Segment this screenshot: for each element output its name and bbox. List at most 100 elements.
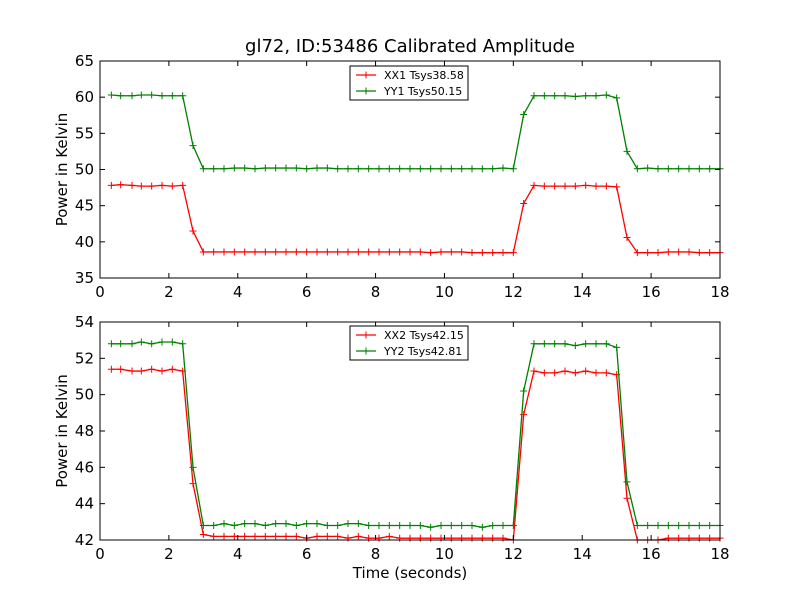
data-point-marker	[685, 165, 693, 173]
data-point-marker	[230, 248, 238, 256]
data-point-marker	[148, 365, 156, 373]
x-tick-label: 6	[302, 545, 312, 563]
data-point-marker	[148, 340, 156, 348]
data-point-marker	[210, 521, 218, 529]
data-point-marker	[633, 249, 641, 257]
y-tick-label: 52	[75, 349, 94, 367]
data-point-marker	[695, 534, 703, 542]
data-point-marker	[654, 521, 662, 529]
data-point-marker	[406, 521, 414, 529]
legend-item: XX2 Tsys42.15	[356, 329, 464, 342]
data-point-marker	[313, 532, 321, 540]
data-point-marker	[261, 164, 269, 172]
data-point-marker	[128, 340, 136, 348]
data-point-marker	[551, 369, 559, 377]
data-point-marker	[520, 199, 528, 207]
data-point-marker	[685, 248, 693, 256]
data-point-marker	[189, 227, 197, 235]
x-tick-label: 2	[164, 283, 174, 301]
data-point-marker	[210, 248, 218, 256]
data-point-marker	[582, 367, 590, 375]
data-point-marker	[499, 249, 507, 257]
data-point-marker	[478, 165, 486, 173]
data-point-marker	[117, 340, 125, 348]
data-point-marker	[323, 521, 331, 529]
data-point-marker	[664, 534, 672, 542]
data-point-marker	[158, 181, 166, 189]
data-point-marker	[189, 463, 197, 471]
data-point-marker	[354, 165, 362, 173]
data-point-marker	[582, 340, 590, 348]
data-point-marker	[323, 532, 331, 540]
data-point-marker	[375, 521, 383, 529]
data-point-marker	[437, 248, 445, 256]
data-point-marker	[365, 521, 373, 529]
legend-box	[349, 325, 469, 361]
legend-label: XX2 Tsys42.15	[384, 329, 464, 342]
data-point-marker	[437, 165, 445, 173]
legend-marker	[362, 347, 370, 355]
data-point-marker	[427, 523, 435, 531]
y-tick-label: 45	[75, 197, 94, 215]
data-point-marker	[592, 340, 600, 348]
data-point-marker	[458, 248, 466, 256]
data-point-marker	[334, 165, 342, 173]
data-point-marker	[199, 531, 207, 539]
data-point-marker	[220, 165, 228, 173]
data-point-marker	[107, 340, 115, 348]
y-tick-label: 35	[75, 269, 94, 287]
x-tick-label: 10	[435, 545, 454, 563]
series-1	[107, 338, 724, 531]
legend-item: YY1 Tsys50.15	[356, 85, 462, 98]
data-point-marker	[706, 165, 714, 173]
legend: XX2 Tsys42.15 YY2 Tsys42.81	[349, 325, 469, 361]
data-point-marker	[168, 338, 176, 346]
data-point-marker	[675, 521, 683, 529]
data-point-marker	[292, 164, 300, 172]
data-point-marker	[344, 534, 352, 542]
x-axis-label: Time (seconds)	[352, 564, 468, 582]
y-tick-label: 65	[75, 52, 94, 70]
x-tick-label: 4	[233, 283, 243, 301]
data-point-marker	[675, 248, 683, 256]
y-tick-label: 40	[75, 233, 94, 251]
data-point-marker	[272, 248, 280, 256]
data-point-marker	[168, 365, 176, 373]
data-point-marker	[592, 182, 600, 190]
data-point-marker	[323, 164, 331, 172]
data-point-marker	[571, 92, 579, 100]
data-point-marker	[561, 340, 569, 348]
legend-label: XX1 Tsys38.58	[384, 69, 464, 82]
data-point-marker	[613, 94, 621, 102]
data-point-marker	[148, 182, 156, 190]
y-tick-label: 50	[75, 386, 94, 404]
x-tick-label: 18	[710, 545, 729, 563]
data-point-marker	[592, 369, 600, 377]
data-point-marker	[272, 532, 280, 540]
data-point-marker	[437, 521, 445, 529]
data-point-marker	[602, 91, 610, 99]
data-point-marker	[468, 165, 476, 173]
data-point-marker	[489, 521, 497, 529]
data-point-marker	[199, 165, 207, 173]
data-point-marker	[220, 248, 228, 256]
data-point-marker	[489, 249, 497, 257]
data-point-marker	[365, 165, 373, 173]
x-tick-label: 6	[302, 283, 312, 301]
data-point-marker	[107, 91, 115, 99]
data-point-marker	[706, 534, 714, 542]
data-point-marker	[416, 521, 424, 529]
data-point-marker	[230, 164, 238, 172]
x-tick-label: 8	[371, 545, 381, 563]
y-tick-label: 55	[75, 124, 94, 142]
data-point-marker	[664, 248, 672, 256]
data-point-marker	[468, 534, 476, 542]
data-point-marker	[571, 369, 579, 377]
data-point-marker	[179, 340, 187, 348]
data-point-marker	[540, 182, 548, 190]
data-point-marker	[571, 342, 579, 350]
data-point-marker	[602, 340, 610, 348]
y-tick-label: 60	[75, 88, 94, 106]
data-point-marker	[478, 249, 486, 257]
data-point-marker	[551, 340, 559, 348]
